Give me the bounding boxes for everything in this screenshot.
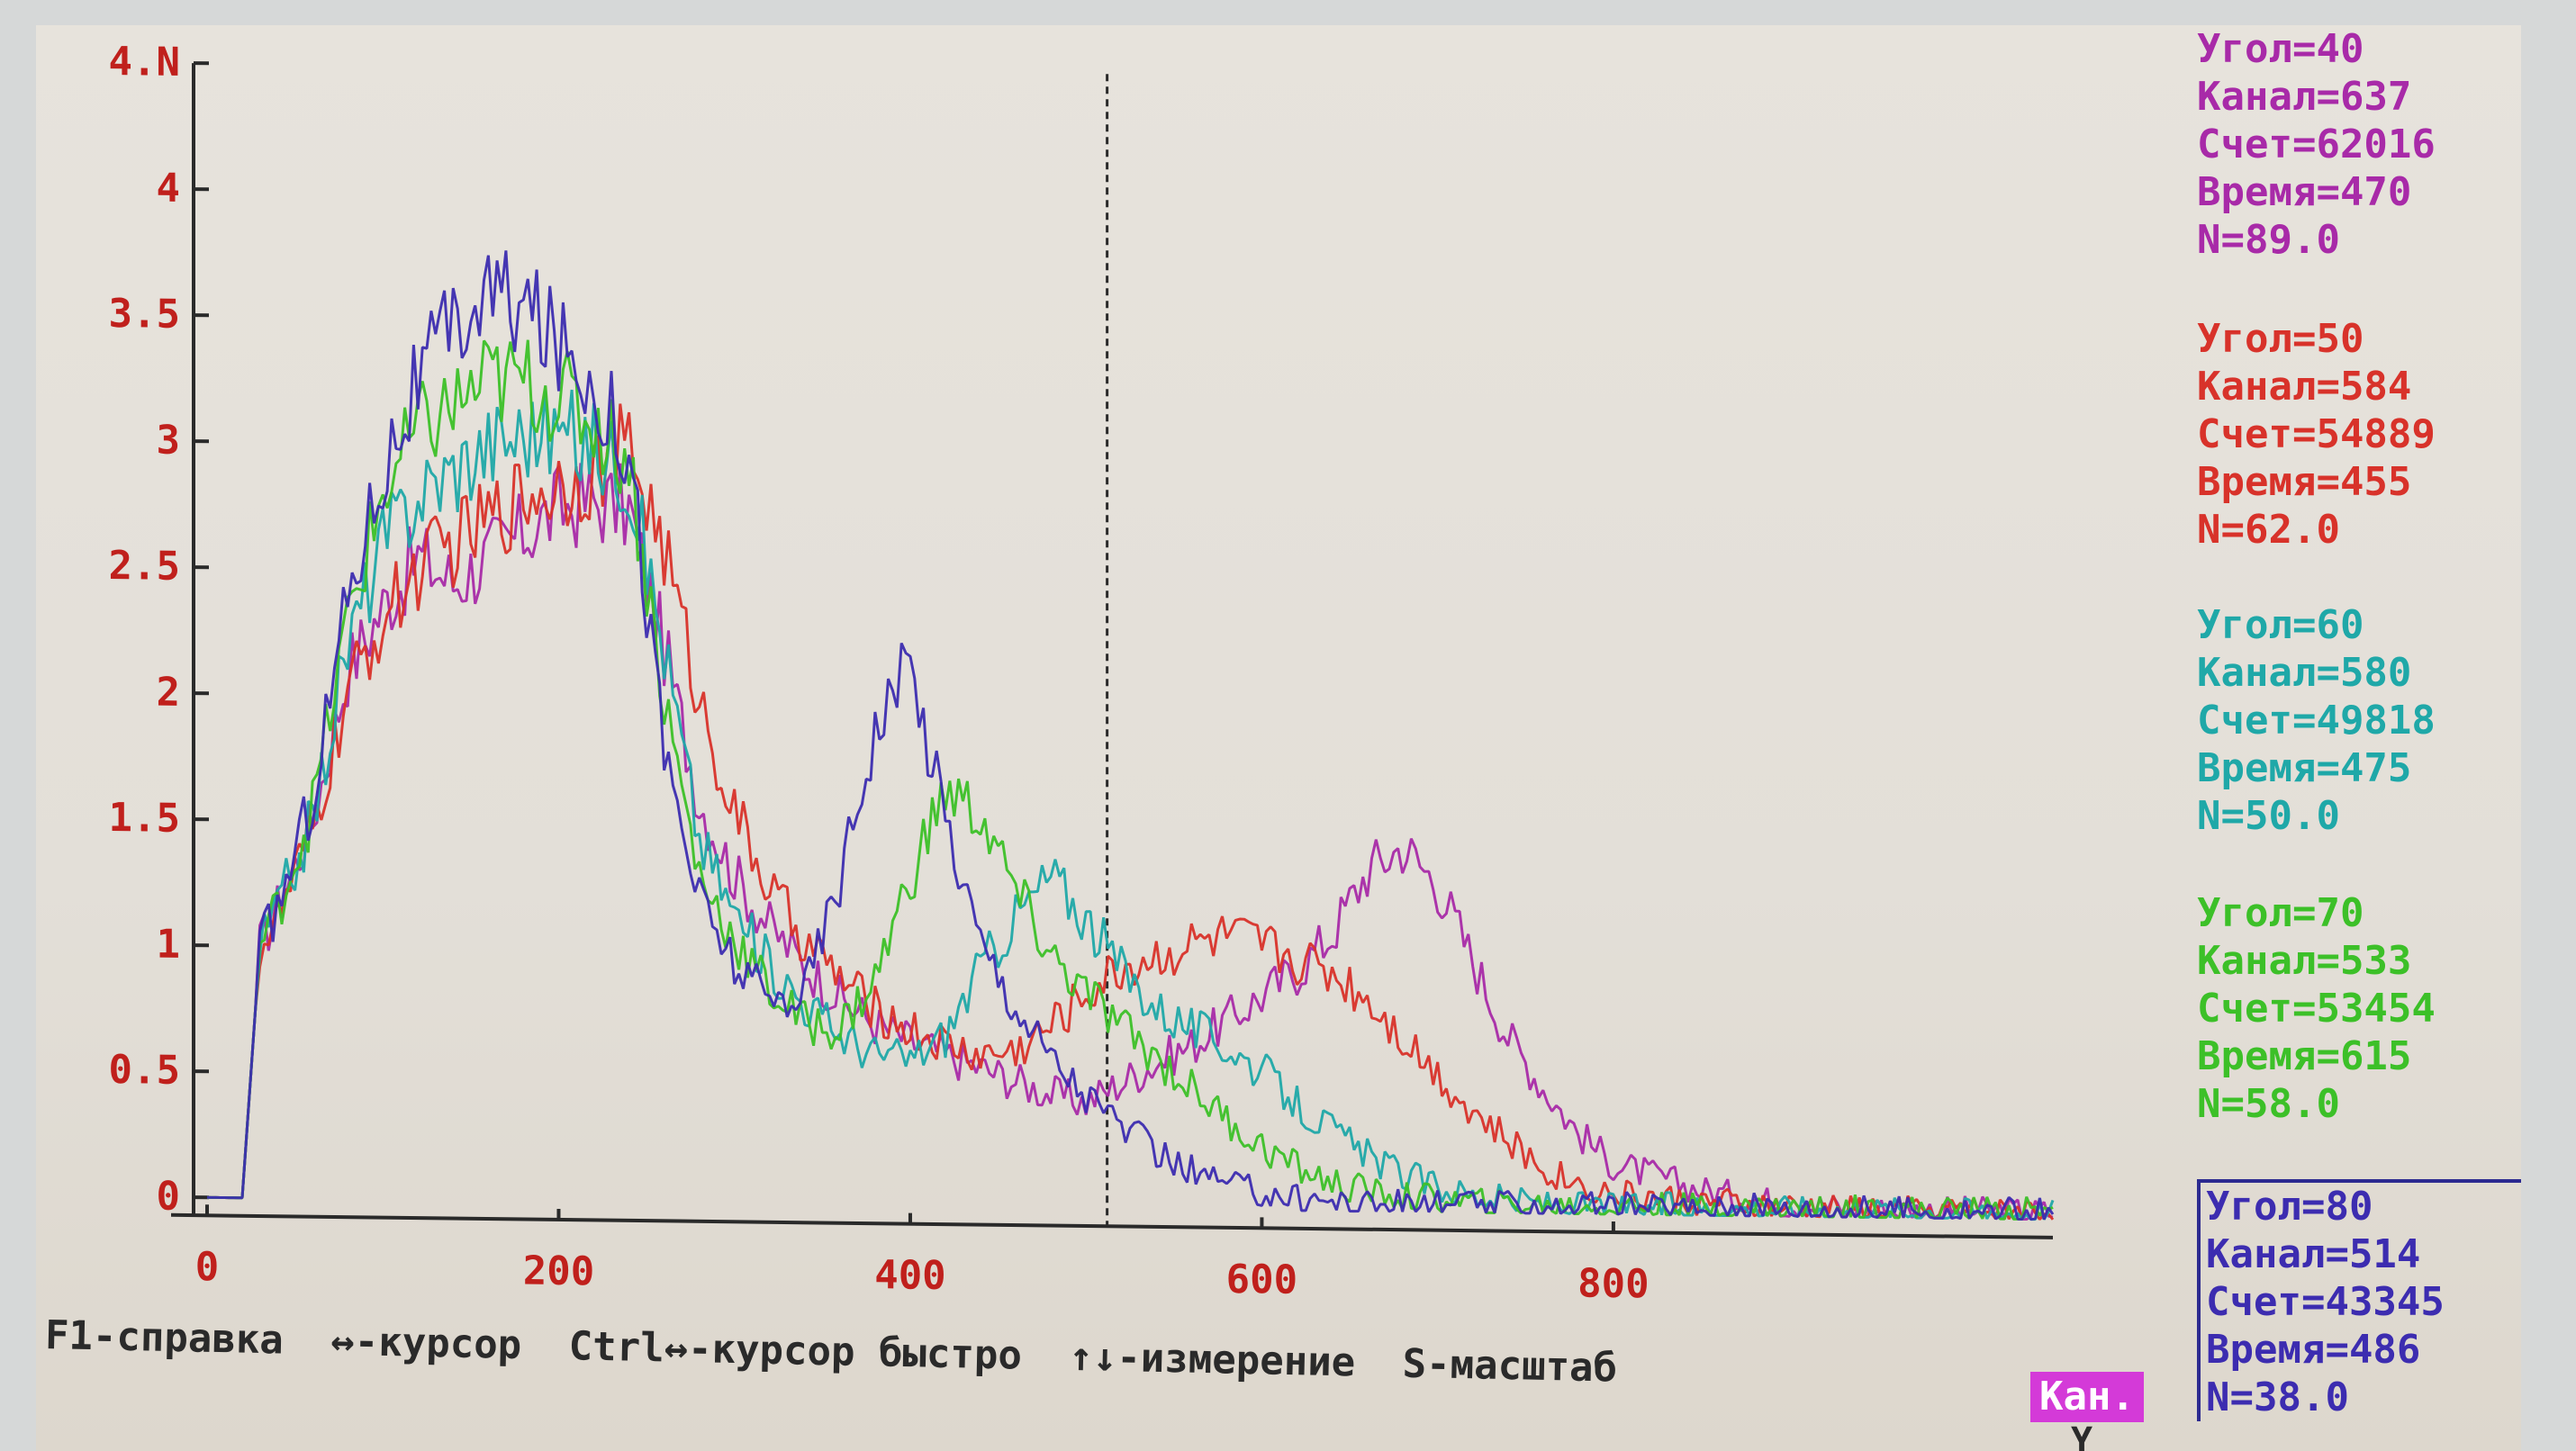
info-time: Время=470 xyxy=(2197,169,2412,215)
info-angle: Угол=70 xyxy=(2197,890,2364,936)
y-tick-label: 1.5 xyxy=(109,795,180,842)
info-n: N=62.0 xyxy=(2197,507,2340,553)
info-angle: Угол=50 xyxy=(2197,316,2364,362)
series-line-2 xyxy=(207,403,2055,1221)
info-channel: Канал=580 xyxy=(2197,650,2412,696)
info-panel-angle-70: Угол=70 Канал=533 Счет=53454 Время=615 N… xyxy=(2197,889,2521,1128)
info-n: N=50.0 xyxy=(2197,793,2340,839)
y-tick-label: 2.5 xyxy=(109,543,180,590)
x-tick-label: 800 xyxy=(1577,1261,1649,1308)
mode-badge: Кан. xyxy=(2030,1372,2144,1422)
hint-scale: S-масштаб xyxy=(1402,1340,1618,1392)
hint-help: F1-справка xyxy=(44,1312,285,1364)
y-tick-label: 0 xyxy=(157,1174,180,1220)
info-angle: Угол=80 xyxy=(2206,1184,2373,1230)
info-count: Счет=43345 xyxy=(2206,1279,2445,1325)
info-channel: Канал=637 xyxy=(2197,74,2412,120)
info-n: N=58.0 xyxy=(2197,1081,2340,1127)
hint-fast-cursor: Ctrl↔-курсор быстро xyxy=(568,1323,1023,1379)
y-tick-label: 3 xyxy=(157,418,180,464)
series-line-4 xyxy=(207,339,2054,1221)
series-line-1 xyxy=(207,463,2054,1221)
info-panel-angle-80: Угол=80 Канал=514 Счет=43345 Время=486 N… xyxy=(2197,1179,2521,1421)
info-angle: Угол=40 xyxy=(2197,26,2364,72)
x-tick-label: 200 xyxy=(523,1248,594,1294)
y-tick-label: 3.5 xyxy=(109,291,180,338)
info-panel-angle-60: Угол=60 Канал=580 Счет=49818 Время=475 N… xyxy=(2197,601,2521,840)
hint-cursor: ↔-курсор xyxy=(330,1318,522,1369)
info-n: N=89.0 xyxy=(2197,217,2340,263)
y-tick-label: 0.5 xyxy=(109,1047,180,1094)
info-channel: Канал=533 xyxy=(2197,938,2412,984)
info-panel-angle-50: Угол=50 Канал=584 Счет=54889 Время=455 N… xyxy=(2197,315,2521,554)
hint-measure: ↑↓-измерение xyxy=(1068,1333,1356,1386)
info-time: Время=615 xyxy=(2197,1033,2412,1079)
info-panel-angle-40: Угол=40 Канал=637 Счет=62016 Время=470 N… xyxy=(2197,25,2521,264)
y-tick-label: 1 xyxy=(157,922,180,968)
info-channel: Канал=584 xyxy=(2197,364,2412,410)
x-tick-label: 400 xyxy=(874,1252,945,1299)
y-tick-label: 4.N xyxy=(109,39,180,86)
info-time: Время=455 xyxy=(2197,459,2412,505)
info-n: N=38.0 xyxy=(2206,1374,2349,1420)
x-axis-line xyxy=(171,1212,2053,1239)
info-count: Счет=53454 xyxy=(2197,986,2436,1032)
axis-hint: Y xyxy=(2071,1420,2093,1451)
info-count: Счет=49818 xyxy=(2197,698,2436,744)
spectrum-chart: 0 0.5 1 1.5 2 2.5 3 3.5 4 4.N 0 200 400 600 800 xyxy=(109,39,2055,1308)
instrument-screen: 0 0.5 1 1.5 2 2.5 3 3.5 4 4.N 0 200 400 600 800 Угол=4… xyxy=(36,25,2521,1451)
y-tick-label: 4 xyxy=(157,166,180,212)
info-count: Счет=54889 xyxy=(2197,411,2436,457)
y-tick-label: 2 xyxy=(157,670,180,716)
info-angle: Угол=60 xyxy=(2197,602,2364,648)
info-count: Счет=62016 xyxy=(2197,122,2436,167)
series-line-3 xyxy=(207,389,2055,1221)
info-channel: Канал=514 xyxy=(2206,1231,2421,1277)
info-time: Время=475 xyxy=(2197,745,2412,791)
x-tick-label: 0 xyxy=(195,1244,219,1290)
x-tick-label: 600 xyxy=(1226,1257,1297,1303)
series-line-5 xyxy=(207,250,2055,1221)
info-time: Время=486 xyxy=(2206,1327,2421,1373)
